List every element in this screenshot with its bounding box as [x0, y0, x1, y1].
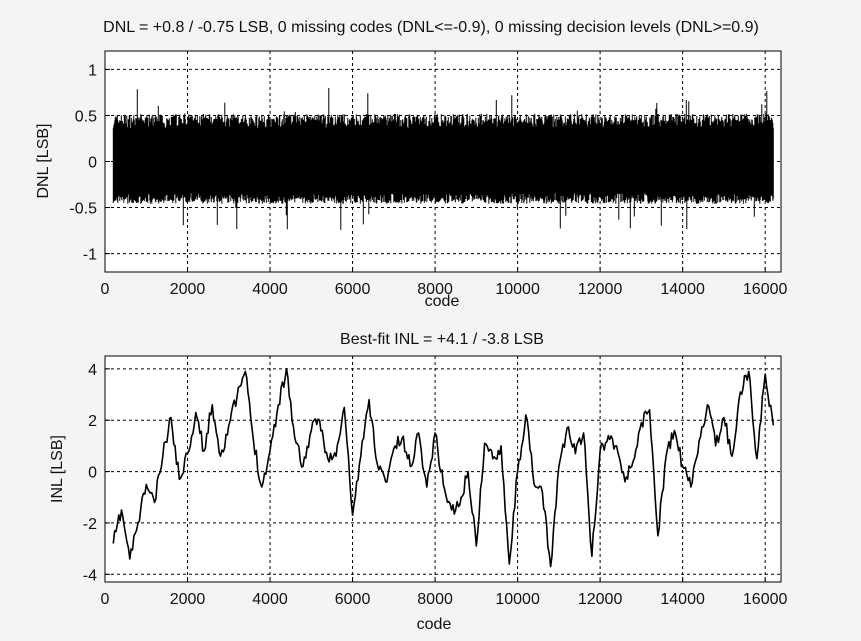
dnl-x-tick-label: 2000	[170, 281, 206, 298]
dnl-title: DNL = +0.8 / -0.75 LSB, 0 missing codes …	[103, 19, 759, 36]
dnl-x-tick-label: 12000	[578, 281, 623, 298]
inl-x-tick-label: 10000	[495, 591, 540, 608]
inl-x-tick-label: 0	[101, 591, 110, 608]
inl-title: Best-fit INL = +4.1 / -3.8 LSB	[340, 331, 544, 348]
inl-y-tick-label: -2	[83, 516, 97, 533]
inl-x-tick-label: 14000	[660, 591, 705, 608]
dnl-series-line	[112, 88, 774, 230]
dnl-x-tick-label: 4000	[252, 281, 288, 298]
dnl-x-tick-label: 6000	[335, 281, 371, 298]
dnl-x-tick-label: 0	[101, 281, 110, 298]
dnl-ylabel: DNL [LSB]	[35, 124, 52, 199]
inl-axes-box	[104, 355, 782, 583]
inl-plot-area	[105, 356, 781, 582]
inl-ylabel: INL [LSB]	[49, 435, 66, 503]
inl-x-tick-label: 2000	[170, 591, 206, 608]
inl-panel: Best-fit INL = +4.1 / -3.8 LSB 0 2000 4000…	[49, 331, 788, 633]
inl-series-line	[112, 368, 775, 568]
dnl-y-tick-label: 1	[88, 62, 97, 79]
dnl-tick-labels: 0 2000 4000 6000 8000 10000 12000 14000 16000 1 0.…	[69, 62, 787, 298]
inl-data	[112, 368, 775, 568]
dnl-xlabel: code	[425, 293, 460, 310]
inl-x-tick-label: 12000	[578, 591, 623, 608]
dnl-y-tick-label: -1	[83, 247, 97, 264]
inl-x-tick-label: 4000	[252, 591, 288, 608]
inl-x-tick-label: 6000	[335, 591, 371, 608]
dnl-data	[112, 88, 774, 230]
inl-grid	[105, 356, 781, 582]
dnl-y-tick-label: 0.5	[75, 108, 97, 125]
inl-x-tick-label: 8000	[417, 591, 453, 608]
dnl-y-tick-label: -0.5	[69, 201, 97, 218]
inl-y-tick-label: -4	[83, 567, 97, 584]
dnl-x-tick-label: 10000	[495, 281, 540, 298]
inl-y-tick-label: 0	[88, 465, 97, 482]
inl-xlabel: code	[417, 616, 452, 633]
dnl-x-tick-label: 14000	[660, 281, 705, 298]
inl-tick-labels: 0 2000 4000 6000 8000 10000 12000 14000 16000 4 2 0…	[83, 362, 788, 608]
dnl-x-tick-label: 8000	[417, 281, 453, 298]
dnl-x-tick-label: 16000	[743, 281, 788, 298]
inl-x-tick-label: 16000	[743, 591, 788, 608]
dnl-panel: DNL = +0.8 / -0.75 LSB, 0 missing codes …	[35, 19, 788, 310]
inl-y-tick-label: 4	[88, 362, 97, 379]
inl-y-tick-label: 2	[88, 413, 97, 430]
dnl-y-tick-label: 0	[88, 155, 97, 172]
